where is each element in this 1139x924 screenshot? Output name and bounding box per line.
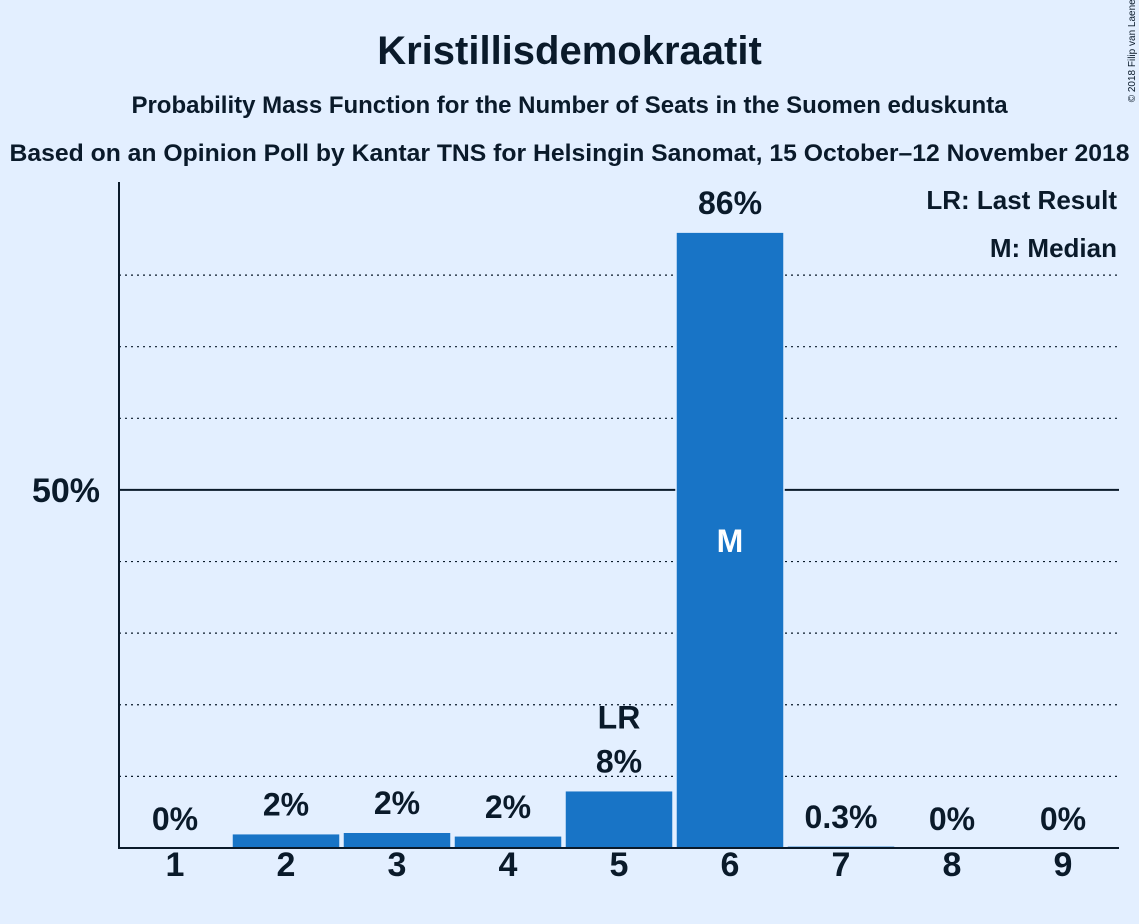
median-marker: M <box>717 523 744 559</box>
data-label-3: 2% <box>374 785 420 821</box>
data-label-2: 2% <box>263 787 309 823</box>
x-tick-label-2: 2 <box>277 846 296 884</box>
chart-title: Kristillisdemokraatit <box>377 29 762 73</box>
last-result-marker: LR <box>598 700 641 736</box>
legend-median: M: Median <box>990 233 1117 263</box>
bar-5 <box>564 789 674 849</box>
x-tick-label-8: 8 <box>943 846 962 884</box>
bar-6 <box>675 231 785 849</box>
y-axis-ticks: 50% <box>32 472 100 510</box>
x-tick-label-4: 4 <box>499 846 518 884</box>
data-label-4: 2% <box>485 789 531 825</box>
y-tick-label: 50% <box>32 472 100 510</box>
gridlines <box>119 274 1119 777</box>
x-tick-label-6: 6 <box>721 846 740 884</box>
x-tick-label-1: 1 <box>166 846 185 884</box>
data-label-1: 0% <box>152 801 198 837</box>
x-tick-label-9: 9 <box>1054 846 1073 884</box>
bars <box>231 231 896 849</box>
x-tick-label-7: 7 <box>832 846 851 884</box>
data-labels: 0% 2% 2% 2% 8% LR 86% M 0.3% 0% 0% <box>152 185 1086 837</box>
data-label-7: 0.3% <box>805 799 878 835</box>
x-tick-label-3: 3 <box>388 846 407 884</box>
legend-last-result: LR: Last Result <box>926 185 1117 215</box>
x-tick-label-5: 5 <box>610 846 629 884</box>
copyright-text: © 2018 Filip van Laenen <box>1127 0 1138 102</box>
data-label-5: 8% <box>596 744 642 780</box>
data-label-6: 86% <box>698 185 762 221</box>
data-label-8: 0% <box>929 801 975 837</box>
chart-subtitle-2: Based on an Opinion Poll by Kantar TNS f… <box>10 140 1130 167</box>
chart-subtitle: Probability Mass Function for the Number… <box>131 92 1008 119</box>
x-axis-ticks: 1 2 3 4 5 6 7 8 9 <box>166 846 1073 884</box>
data-label-9: 0% <box>1040 801 1086 837</box>
